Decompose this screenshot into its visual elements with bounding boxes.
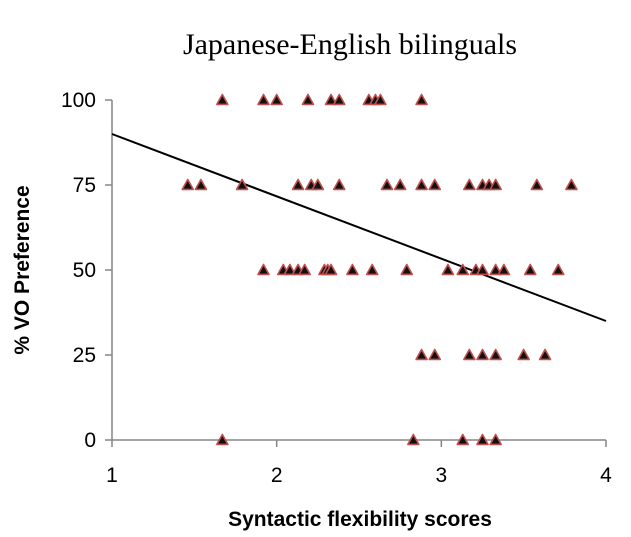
data-point <box>489 433 502 446</box>
data-point <box>257 93 270 106</box>
y-axis-label: % VO Preference <box>11 185 34 354</box>
data-point <box>538 348 552 361</box>
y-tick-label: 100 <box>61 89 96 112</box>
data-point <box>415 348 428 361</box>
data-point <box>489 178 502 191</box>
axis-ticks: 1 2 3 4 0 25 50 75 100 <box>61 89 612 487</box>
data-point <box>374 93 387 106</box>
data-point <box>270 93 283 106</box>
data-point <box>181 178 195 191</box>
data-points <box>181 93 578 446</box>
data-point <box>415 93 428 106</box>
data-point <box>489 263 502 276</box>
data-point <box>428 348 442 361</box>
data-point <box>476 348 489 361</box>
data-point <box>380 178 394 191</box>
x-tick-label: 4 <box>600 464 612 487</box>
data-point <box>332 178 346 191</box>
y-tick-label: 75 <box>73 174 96 197</box>
data-point <box>428 178 442 191</box>
data-point <box>235 178 249 191</box>
data-point <box>257 263 270 276</box>
plot-area: 1 2 3 4 0 25 50 75 100 <box>61 89 612 487</box>
data-point <box>441 263 455 276</box>
data-point <box>489 348 502 361</box>
data-point <box>456 263 470 276</box>
data-point <box>283 263 297 276</box>
data-point <box>298 263 311 276</box>
y-tick-label: 50 <box>73 259 96 282</box>
data-point <box>497 263 511 276</box>
data-point <box>291 178 305 191</box>
data-point <box>332 93 346 106</box>
data-point <box>216 433 229 446</box>
data-point <box>311 178 325 191</box>
data-point <box>194 178 208 191</box>
x-tick-label: 1 <box>106 464 118 487</box>
data-point <box>400 263 414 276</box>
data-point <box>393 178 407 191</box>
data-point <box>346 263 359 276</box>
data-point <box>407 433 420 446</box>
x-axis-label: Syntactic flexibility scores <box>228 508 492 531</box>
data-point <box>324 263 338 276</box>
data-point <box>523 263 537 276</box>
data-point <box>301 93 315 106</box>
data-point <box>517 348 530 361</box>
data-point <box>324 93 338 106</box>
data-point <box>530 178 544 191</box>
data-point <box>463 178 476 191</box>
trendline-group <box>111 133 607 322</box>
data-point <box>463 348 476 361</box>
data-point <box>415 178 428 191</box>
data-point <box>456 433 470 446</box>
x-tick-label: 3 <box>435 464 447 487</box>
chart-title: Japanese-English bilinguals <box>183 28 517 61</box>
x-tick-label: 2 <box>271 464 283 487</box>
y-tick-label: 25 <box>73 344 96 367</box>
trendline <box>111 133 607 322</box>
data-point <box>565 178 578 191</box>
data-point <box>365 263 379 276</box>
data-point <box>551 263 565 276</box>
data-point <box>216 93 229 106</box>
data-point <box>476 433 489 446</box>
data-point <box>476 263 489 276</box>
y-tick-label: 0 <box>84 429 96 452</box>
